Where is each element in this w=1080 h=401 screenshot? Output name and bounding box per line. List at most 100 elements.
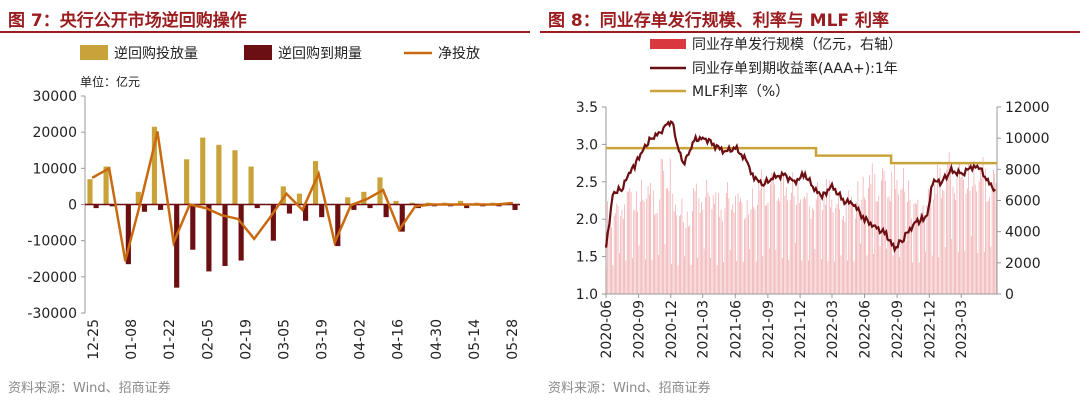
ncd-volume-bar [714, 203, 715, 294]
x-tick-label: 2020-12 [664, 300, 680, 359]
ncd-volume-bar [635, 191, 637, 294]
ncd-volume-bar [617, 206, 619, 294]
ncd-volume-bar [877, 201, 878, 294]
ncd-volume-bar [742, 261, 744, 294]
x-tick-label: 2021-12 [793, 300, 809, 359]
ncd-volume-bar [781, 257, 783, 294]
bar-maturity [254, 204, 260, 209]
ncd-volume-bar [656, 212, 658, 294]
y-tick-label: 0 [68, 198, 77, 214]
ncd-volume-bar [643, 201, 645, 294]
right-tick-label: 4000 [1005, 225, 1041, 241]
ncd-volume-bar [896, 180, 898, 294]
ncd-volume-bar [630, 192, 632, 294]
ncd-volume-bar [611, 227, 612, 294]
ncd-volume-bar [768, 248, 770, 294]
ncd-volume-bar [761, 169, 762, 294]
ncd-volume-bar [989, 197, 990, 294]
ncd-volume-bar [943, 190, 945, 294]
bar-injection [135, 191, 141, 205]
ncd-volume-bar [703, 248, 705, 294]
net-point [317, 172, 320, 175]
ncd-volume-bar [951, 238, 953, 294]
ncd-volume-bar [707, 192, 709, 294]
ncd-volume-bar [931, 255, 933, 294]
bar-maturity [270, 204, 276, 241]
net-point [220, 214, 224, 217]
ncd-volume-bar [716, 265, 718, 294]
ncd-volume-bar [667, 187, 668, 294]
ncd-volume-bar [935, 194, 937, 294]
ncd-volume-bar [831, 199, 833, 294]
bar-injection [151, 126, 157, 205]
ncd-volume-bar [642, 199, 644, 294]
ncd-volume-bar [847, 260, 848, 294]
ncd-volume-bar [955, 199, 956, 294]
bar-injection [280, 186, 286, 205]
x-tick-label: 2022-03 [825, 300, 841, 359]
ncd-volume-bar [789, 199, 791, 294]
ncd-volume-bar [719, 216, 721, 294]
title-rule [0, 31, 530, 33]
ncd-volume-bar [788, 259, 790, 294]
ncd-volume-bar [886, 248, 887, 294]
ncd-volume-bar [982, 156, 984, 294]
y-tick-label: 30000 [32, 89, 77, 105]
ncd-volume-bar [892, 255, 894, 294]
ncd-volume-bar [758, 181, 760, 294]
ncd-volume-bar [987, 201, 989, 294]
ncd-volume-bar [839, 209, 840, 294]
left-tick-label: 1.0 [576, 287, 598, 303]
ncd-volume-bar [705, 197, 706, 294]
ncd-volume-bar [918, 262, 920, 294]
ncd-yield-line [604, 120, 996, 254]
volume-bars [606, 152, 997, 294]
x-tick-label: 2021-03 [696, 300, 712, 359]
ncd-volume-bar [942, 190, 943, 294]
ncd-volume-bar [783, 173, 784, 294]
left-tick-label: 2.0 [576, 212, 598, 228]
x-tick-label: 02-05 [200, 319, 216, 360]
ncd-volume-bar [680, 214, 681, 294]
bar-injection [184, 159, 190, 205]
ncd-volume-bar [688, 226, 689, 294]
ncd-volume-bar [751, 188, 753, 294]
net-point [446, 203, 449, 206]
ncd-volume-bar [697, 257, 698, 294]
ncd-volume-bar [620, 216, 622, 294]
ncd-volume-bar [879, 246, 881, 294]
y-tick-label: 20000 [32, 125, 77, 141]
net-line [91, 130, 514, 262]
legend-swatch-injection [80, 45, 108, 60]
ncd-volume-bar [920, 213, 921, 294]
ncd-volume-bar [961, 172, 963, 294]
ncd-volume-bar [800, 199, 801, 294]
ncd-volume-bar [749, 248, 751, 294]
ncd-volume-bar [960, 177, 962, 294]
ncd-volume-bar [632, 258, 633, 294]
ncd-volume-bar [652, 190, 654, 294]
ncd-volume-bar [724, 208, 726, 294]
ncd-volume-bar [953, 193, 955, 294]
ncd-volume-bar [913, 203, 915, 294]
ncd-volume-bar [682, 221, 684, 294]
ncd-volume-bar [695, 183, 697, 294]
x-tick-label: 2021-09 [761, 300, 777, 359]
x-tick-label: 2023-03 [954, 300, 970, 359]
x-tick-label: 2020-09 [632, 300, 648, 359]
legend-label-maturity: 逆回购到期量 [278, 46, 362, 62]
net-point [140, 197, 143, 201]
ncd-volume-bar [924, 215, 925, 294]
legend: 同业存单发行规模（亿元，右轴） 同业存单到期收益率(AAA+):1年 MLF利率… [650, 37, 902, 100]
ncd-volume-bar [706, 179, 708, 294]
ncd-volume-bar [710, 258, 711, 294]
ncd-volume-bar [750, 209, 752, 294]
ncd-volume-bar [873, 254, 874, 294]
ncd-volume-bar [860, 243, 861, 294]
ncd-volume-bar [745, 217, 747, 294]
bar-maturity [93, 204, 99, 209]
net-point [333, 241, 336, 244]
ncd-volume-bar [718, 192, 719, 294]
ncd-volume-bar [947, 164, 949, 294]
ncd-volume-bar [699, 212, 701, 294]
